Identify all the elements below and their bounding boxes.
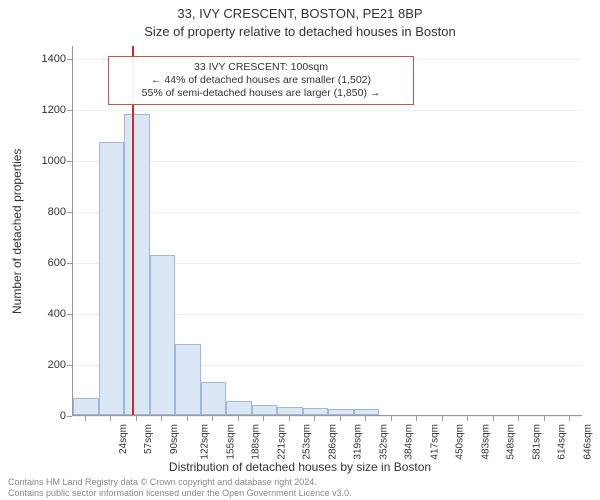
x-axis-title: Distribution of detached houses by size … [0,460,600,474]
x-tick-mark [569,416,570,421]
x-tick-mark [136,416,137,421]
x-tick-label: 548sqm [506,424,517,460]
histogram-bar [99,142,125,415]
x-tick-label: 57sqm [143,424,154,454]
x-tick-label: 221sqm [276,424,287,460]
histogram-bar [354,409,380,415]
x-tick-mark [391,416,392,421]
x-tick-mark [110,416,111,421]
x-tick-label: 384sqm [404,424,415,460]
x-tick-label: 155sqm [225,424,236,460]
y-tick-mark [67,59,72,60]
x-tick-mark [212,416,213,421]
histogram-bar [124,114,150,415]
y-tick-mark [67,416,72,417]
x-tick-mark [416,416,417,421]
x-tick-label: 286sqm [327,424,338,460]
x-tick-label: 581sqm [531,424,542,460]
x-tick-label: 450sqm [455,424,466,460]
footer-line-1: Contains HM Land Registry data © Crown c… [8,477,352,487]
histogram-bar [303,408,329,415]
y-tick-label: 1400 [6,53,66,65]
histogram-bar [252,405,278,415]
x-tick-label: 417sqm [429,424,440,460]
histogram-bar [226,401,252,415]
footer-attribution: Contains HM Land Registry data © Crown c… [8,477,352,498]
y-tick-label: 800 [6,206,66,218]
y-tick-mark [67,263,72,264]
histogram-bar [73,398,99,415]
annotation-line-1: 33 IVY CRESCENT: 100sqm [117,61,405,74]
annotation-line-3: 55% of semi-detached houses are larger (… [117,87,405,100]
histogram-bar [201,382,227,415]
x-tick-label: 319sqm [353,424,364,460]
chart-title-line1: 33, IVY CRESCENT, BOSTON, PE21 8BP [0,6,600,22]
y-tick-label: 1200 [6,104,66,116]
x-tick-mark [263,416,264,421]
x-tick-mark [493,416,494,421]
histogram-bar [150,255,176,415]
y-tick-mark [67,110,72,111]
x-tick-mark [365,416,366,421]
x-tick-mark [238,416,239,421]
y-tick-mark [67,161,72,162]
x-tick-label: 188sqm [251,424,262,460]
x-tick-mark [161,416,162,421]
chart-title-line2: Size of property relative to detached ho… [0,24,600,40]
x-tick-mark [544,416,545,421]
gridline [73,110,582,111]
chart-container: { "chart": { "type": "histogram", "title… [0,0,600,500]
y-tick-label: 1000 [6,155,66,167]
y-tick-label: 600 [6,257,66,269]
y-tick-mark [67,314,72,315]
footer-line-2: Contains public sector information licen… [8,488,352,498]
x-tick-mark [518,416,519,421]
gridline [73,416,582,417]
x-tick-label: 253sqm [302,424,313,460]
x-tick-label: 90sqm [169,424,180,454]
x-tick-mark [442,416,443,421]
histogram-bar [328,409,354,415]
y-tick-mark [67,212,72,213]
y-tick-label: 200 [6,359,66,371]
x-tick-mark [340,416,341,421]
y-tick-label: 0 [6,410,66,422]
histogram-bar [175,344,201,415]
x-tick-label: 483sqm [480,424,491,460]
x-tick-label: 24sqm [118,424,129,454]
x-tick-label: 122sqm [200,424,211,460]
annotation-box: 33 IVY CRESCENT: 100sqm ← 44% of detache… [108,56,414,105]
x-tick-label: 352sqm [378,424,389,460]
x-tick-mark [85,416,86,421]
y-tick-label: 400 [6,308,66,320]
x-tick-mark [187,416,188,421]
x-tick-mark [467,416,468,421]
x-tick-label: 614sqm [557,424,568,460]
histogram-bar [277,407,303,415]
x-tick-mark [314,416,315,421]
x-tick-label: 646sqm [582,424,593,460]
annotation-line-2: ← 44% of detached houses are smaller (1,… [117,74,405,87]
y-tick-mark [67,365,72,366]
x-tick-mark [289,416,290,421]
y-axis-title: Number of detached properties [10,149,24,314]
